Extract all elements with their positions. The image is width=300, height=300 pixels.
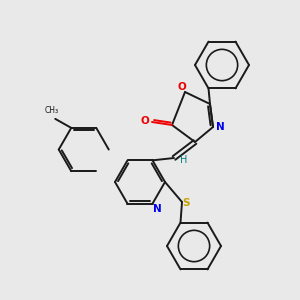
Text: O: O bbox=[141, 116, 149, 126]
Text: S: S bbox=[182, 198, 190, 208]
Text: N: N bbox=[153, 204, 162, 214]
Text: N: N bbox=[216, 122, 224, 132]
Text: CH₃: CH₃ bbox=[44, 106, 58, 115]
Text: O: O bbox=[178, 82, 186, 92]
Text: H: H bbox=[180, 155, 188, 165]
